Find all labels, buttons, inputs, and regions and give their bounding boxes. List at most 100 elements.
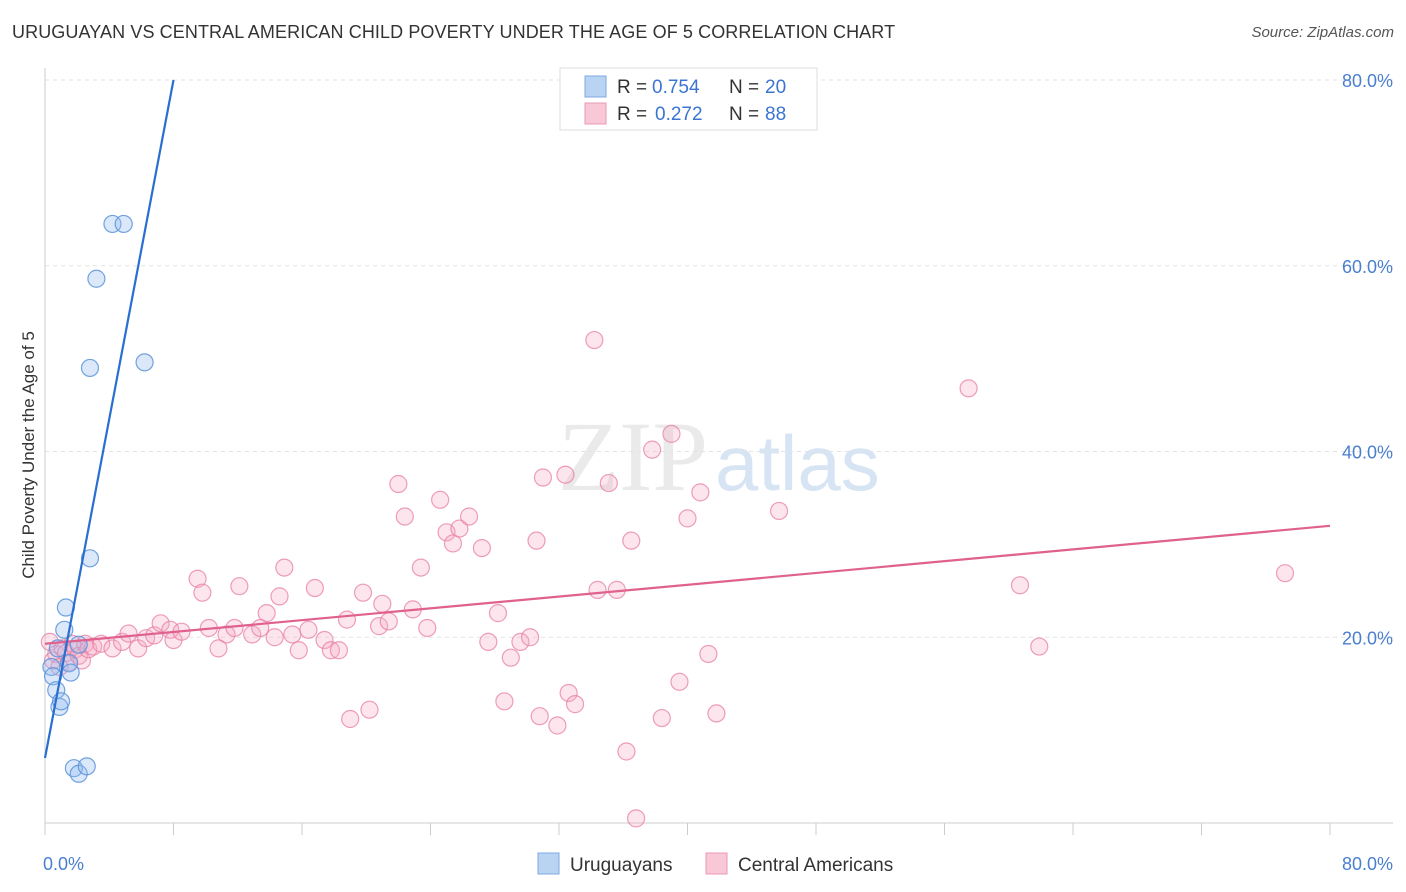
pink-n-label: N = xyxy=(729,104,759,125)
pink-legend-swatch xyxy=(584,102,607,125)
central-americans-point xyxy=(699,644,718,664)
central-americans-points xyxy=(40,330,1295,828)
central-americans-point xyxy=(193,583,212,602)
uruguayans-legend-label: Uruguayans xyxy=(570,855,672,876)
uruguayans-points xyxy=(42,214,154,783)
source-label: Source: ZipAtlas.com xyxy=(1251,24,1394,41)
tick-labels: 20.0% 40.0% 60.0% 80.0% 0.0% 80.0% xyxy=(43,71,1393,874)
central-americans-point xyxy=(395,507,414,526)
central-americans-point xyxy=(652,708,671,728)
y-tick-label: 20.0% xyxy=(1342,628,1393,648)
central-americans-point xyxy=(533,468,553,487)
central-americans-point xyxy=(329,641,349,660)
central-americans-point xyxy=(188,569,207,588)
blue-n-value: 20 xyxy=(765,77,786,98)
pink-r-value: 0.272 xyxy=(655,104,703,125)
central-americans-point xyxy=(617,742,636,761)
central-americans-point xyxy=(527,531,546,550)
y-tick-label: 40.0% xyxy=(1342,443,1393,463)
central-americans-point xyxy=(283,625,302,644)
grid-lines xyxy=(45,79,1393,638)
central-americans-point xyxy=(257,604,276,623)
central-americans-point xyxy=(379,612,398,631)
central-americans-point xyxy=(530,707,549,726)
central-americans-point xyxy=(1010,576,1030,595)
blue-n-label: N = xyxy=(729,77,759,98)
central-americans-point xyxy=(275,558,294,577)
pink-n-value: 88 xyxy=(765,104,786,125)
central-americans-point xyxy=(299,620,318,639)
central-americans-point xyxy=(769,501,789,521)
blue-r-label: R = xyxy=(617,77,647,98)
stats-legend: R = 0.754 N = 20 R = 0.272 N = 88 xyxy=(559,67,818,131)
uruguayans-point xyxy=(80,358,100,378)
central-americans-trend-line xyxy=(44,524,1331,645)
central-americans-point xyxy=(548,716,567,735)
central-americans-point xyxy=(103,639,122,658)
central-americans-point xyxy=(472,538,491,558)
central-americans-point xyxy=(959,379,978,398)
uruguayans-point xyxy=(135,353,154,372)
central-americans-point xyxy=(270,587,289,606)
central-americans-point xyxy=(161,620,180,639)
central-americans-point xyxy=(511,632,530,651)
central-americans-point xyxy=(353,583,373,602)
pink-r-label: R = xyxy=(617,104,647,125)
uruguayans-point xyxy=(61,663,80,682)
central-americans-legend-swatch xyxy=(705,852,728,875)
central-americans-point xyxy=(479,632,498,651)
central-americans-point xyxy=(360,700,379,719)
central-americans-point xyxy=(585,330,604,350)
y-axis-label: Child Poverty Under the Age of 5 xyxy=(19,331,38,579)
watermark-atlas: atlas xyxy=(715,419,880,507)
central-americans-point xyxy=(626,809,646,828)
central-americans-point xyxy=(341,709,360,729)
central-americans-point xyxy=(315,630,334,650)
uruguayans-point xyxy=(114,214,133,234)
central-americans-point xyxy=(230,577,249,596)
central-americans-point xyxy=(450,519,469,538)
x-tick-label-min: 0.0% xyxy=(43,854,84,874)
central-americans-point xyxy=(495,692,514,711)
central-americans-point xyxy=(431,490,450,509)
central-americans-point xyxy=(565,695,585,714)
central-americans-point xyxy=(305,578,324,598)
central-americans-point xyxy=(670,672,689,691)
y-tick-label: 60.0% xyxy=(1342,257,1393,277)
central-americans-point xyxy=(559,683,578,703)
central-americans-point xyxy=(643,440,662,459)
x-tick-label-max: 80.0% xyxy=(1342,854,1393,874)
chart-title: URUGUAYAN VS CENTRAL AMERICAN CHILD POVE… xyxy=(12,22,896,42)
central-americans-point xyxy=(501,648,520,667)
central-americans-point xyxy=(691,483,710,502)
bottom-legend: Uruguayans Central Americans xyxy=(537,852,893,876)
central-americans-point xyxy=(622,531,641,550)
central-americans-point xyxy=(373,594,392,613)
central-americans-point xyxy=(418,618,437,638)
central-americans-point xyxy=(209,639,228,658)
uruguayans-point xyxy=(77,757,96,776)
y-tick-label: 80.0% xyxy=(1342,71,1393,91)
watermark-zip: ZIP xyxy=(558,401,708,512)
uruguayans-point xyxy=(87,269,106,288)
central-americans-point xyxy=(662,424,681,443)
central-americans-point xyxy=(337,610,357,629)
blue-r-value: 0.754 xyxy=(652,77,700,98)
central-americans-point xyxy=(678,509,697,528)
central-americans-point xyxy=(389,474,408,494)
central-americans-point xyxy=(151,614,170,633)
trend-lines xyxy=(43,79,1331,759)
central-americans-point xyxy=(411,558,430,577)
central-americans-point xyxy=(1030,637,1049,656)
central-americans-point xyxy=(599,473,618,493)
central-americans-point xyxy=(707,704,726,723)
central-americans-legend-label: Central Americans xyxy=(738,855,893,876)
uruguayans-point xyxy=(42,657,61,677)
central-americans-point xyxy=(520,628,540,647)
central-americans-point xyxy=(488,604,508,623)
central-americans-point xyxy=(265,628,284,647)
central-americans-point xyxy=(289,641,308,660)
uruguayans-point xyxy=(80,549,100,568)
central-americans-point xyxy=(119,624,138,643)
